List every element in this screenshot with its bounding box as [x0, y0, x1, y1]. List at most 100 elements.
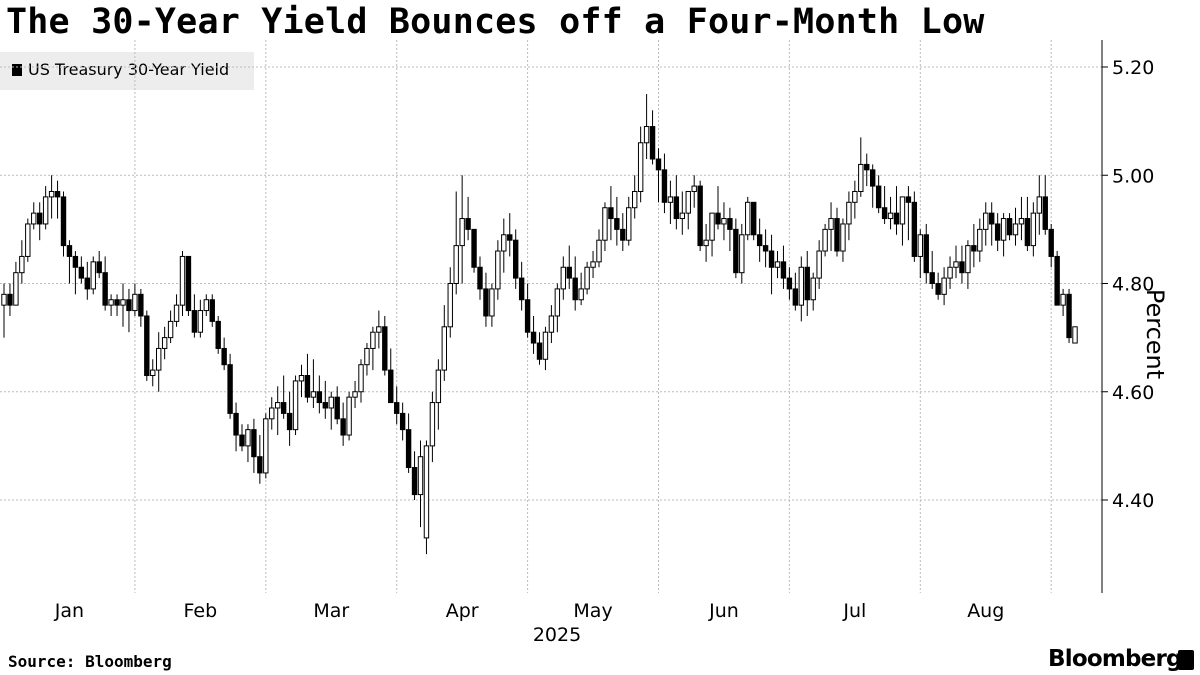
candle-body — [370, 331, 376, 349]
candle-body — [983, 212, 989, 230]
candle-body — [554, 288, 561, 317]
y-tick-label: 4.40 — [1112, 490, 1154, 512]
candle-body — [620, 228, 626, 241]
candle — [298, 364, 305, 398]
candle-body — [459, 218, 465, 247]
candle — [477, 256, 483, 300]
candle-body — [126, 299, 132, 312]
candle — [203, 294, 210, 316]
candle-body — [596, 239, 602, 263]
y-axis-title: Percent — [1141, 288, 1169, 380]
candle-body — [1066, 293, 1072, 339]
candle — [899, 196, 906, 246]
x-tick-label: Jan — [54, 600, 84, 622]
candle — [756, 218, 763, 262]
candle — [661, 153, 668, 214]
candle-body — [42, 196, 49, 225]
candle-body — [947, 266, 953, 279]
candle — [941, 267, 947, 306]
candle — [227, 353, 233, 419]
y-axis: 5.20 5.00 4.80 4.60 4.40 — [1101, 40, 1154, 593]
candle — [804, 251, 810, 316]
candle — [566, 245, 572, 289]
candle — [191, 294, 198, 338]
candle-body — [322, 402, 329, 409]
candle-body — [965, 245, 971, 274]
candle-body — [756, 234, 763, 247]
candle — [173, 294, 180, 327]
candle-body — [721, 218, 727, 225]
candle — [667, 180, 674, 224]
candle-body — [637, 142, 644, 192]
candle — [13, 261, 19, 306]
candle-body — [1006, 218, 1013, 236]
candle — [596, 229, 602, 268]
candle — [875, 175, 882, 214]
candle — [745, 196, 751, 241]
candle — [1012, 207, 1019, 246]
candle-body — [144, 315, 150, 377]
candles — [1, 94, 1078, 555]
candle-body — [48, 190, 55, 198]
candle-body — [54, 190, 61, 198]
candle — [632, 175, 638, 219]
candle — [495, 240, 501, 300]
candle — [239, 424, 245, 452]
candle-body — [994, 223, 1001, 241]
x-tick-label: Jun — [708, 600, 739, 622]
candle-body — [703, 239, 709, 247]
candle-body — [215, 320, 221, 349]
candle-body — [257, 456, 263, 474]
candle — [501, 218, 507, 273]
candle-body — [447, 283, 453, 328]
candle — [31, 202, 37, 230]
candle-body — [292, 380, 299, 431]
candle — [376, 310, 382, 349]
candle-body — [524, 299, 531, 333]
candle — [655, 148, 662, 203]
candle — [435, 359, 442, 430]
candle-body — [251, 429, 257, 458]
candle-body — [66, 245, 73, 257]
candle-body — [1000, 218, 1007, 241]
candle-body — [870, 169, 876, 187]
candle — [911, 191, 918, 262]
candle — [459, 175, 465, 284]
candle-body — [774, 261, 781, 268]
candle-body — [1072, 326, 1078, 344]
candle-body — [864, 163, 870, 171]
candle-body — [382, 326, 388, 371]
candle — [608, 186, 614, 241]
candle-body — [608, 207, 614, 220]
candle-body — [905, 196, 912, 203]
candle — [156, 332, 162, 392]
y-tick-label: 4.80 — [1112, 274, 1154, 296]
candle — [150, 359, 156, 387]
candle-body — [971, 245, 977, 252]
candle — [637, 126, 644, 203]
candle — [864, 153, 870, 187]
candle-body — [471, 228, 477, 268]
candle-body — [1012, 223, 1019, 236]
candle — [340, 402, 346, 446]
candle-body — [816, 250, 822, 279]
candle-body — [411, 467, 418, 496]
candle — [161, 326, 168, 360]
y-tick-label: 5.20 — [1112, 57, 1154, 79]
candle-body — [733, 228, 739, 274]
candle-body — [227, 364, 233, 414]
candle-body — [661, 169, 668, 203]
candle — [560, 256, 566, 300]
candle-body — [108, 299, 114, 306]
candle — [221, 337, 227, 371]
chart-title: The 30-Year Yield Bounces off a Four-Mon… — [6, 2, 985, 42]
candle-body — [846, 201, 852, 225]
candle — [144, 310, 150, 381]
candle — [138, 288, 144, 327]
candle-body — [709, 212, 715, 241]
candle-body — [560, 266, 566, 290]
candle — [358, 359, 364, 403]
candle-body — [780, 261, 787, 279]
candle-body — [221, 347, 227, 366]
candle-body — [19, 255, 25, 274]
